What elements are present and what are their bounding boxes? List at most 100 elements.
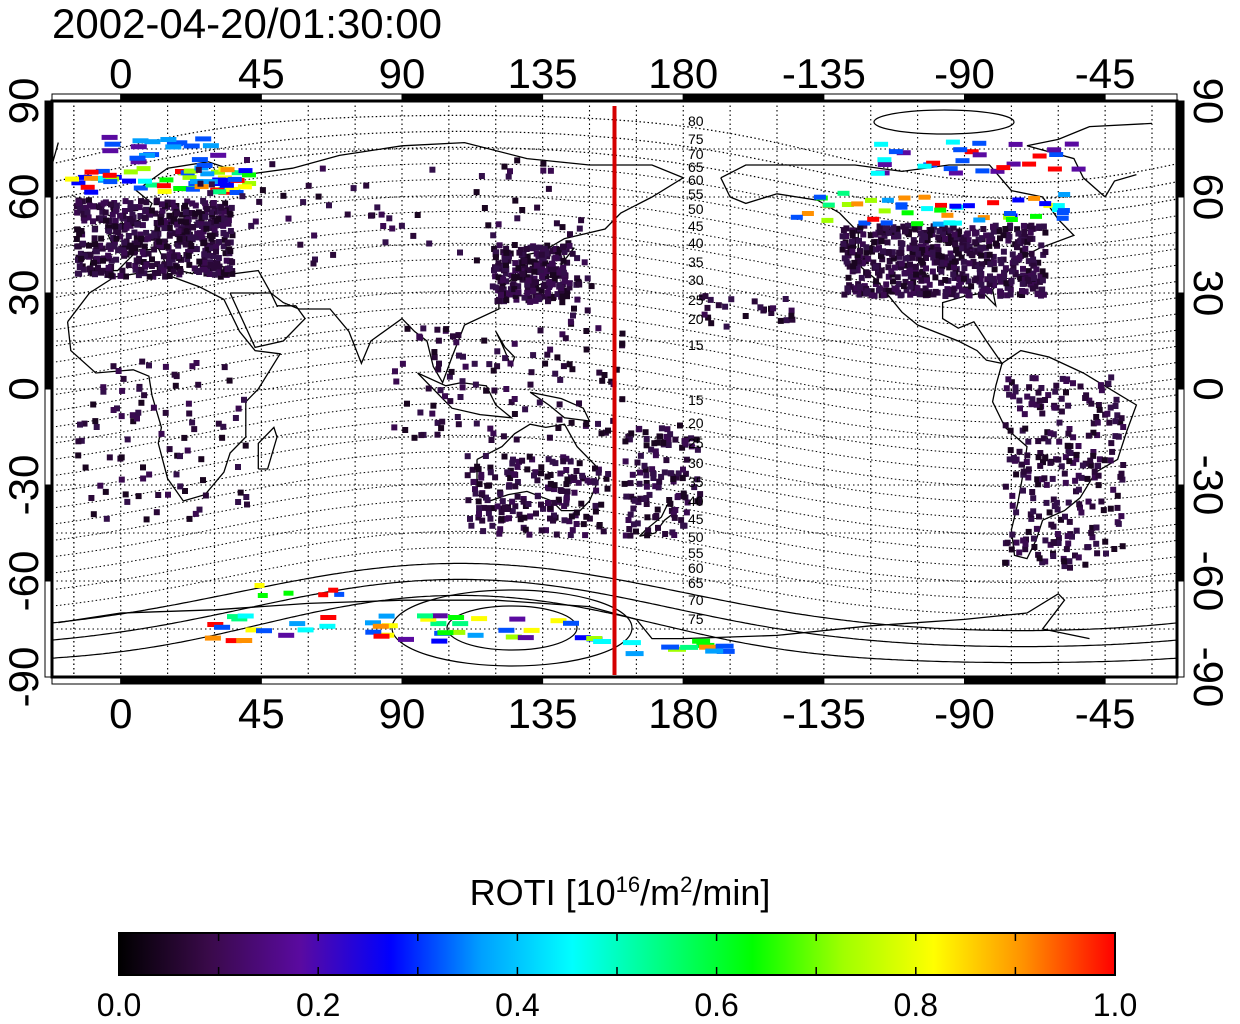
roti-point bbox=[469, 466, 476, 473]
right-axis-label: 90 bbox=[1185, 78, 1232, 125]
roti-point bbox=[430, 621, 447, 627]
roti-point bbox=[1036, 404, 1043, 411]
roti-point bbox=[442, 393, 448, 400]
roti-point bbox=[790, 214, 803, 220]
roti-point bbox=[1002, 226, 1009, 232]
roti-point bbox=[549, 272, 556, 278]
roti-point bbox=[979, 261, 986, 268]
roti-point bbox=[924, 290, 931, 297]
roti-point bbox=[540, 160, 547, 167]
roti-point bbox=[844, 285, 851, 292]
roti-point bbox=[473, 420, 480, 427]
roti-point bbox=[1028, 515, 1035, 522]
roti-point bbox=[894, 274, 901, 281]
roti-point bbox=[622, 640, 641, 646]
bottom-axis-bar-segment bbox=[964, 677, 1106, 685]
roti-point bbox=[512, 197, 519, 204]
roti-point bbox=[216, 208, 223, 215]
roti-point bbox=[923, 255, 929, 261]
roti-point bbox=[74, 243, 81, 250]
roti-point bbox=[74, 226, 81, 233]
roti-point bbox=[898, 260, 905, 267]
roti-point bbox=[217, 273, 224, 280]
roti-point bbox=[127, 216, 134, 223]
roti-point bbox=[494, 298, 501, 304]
roti-point bbox=[185, 186, 200, 192]
roti-point bbox=[178, 218, 184, 225]
roti-point bbox=[593, 487, 600, 494]
roti-point bbox=[1026, 384, 1033, 391]
roti-point bbox=[986, 238, 993, 245]
roti-point bbox=[161, 225, 168, 232]
roti-point bbox=[475, 514, 482, 521]
roti-point bbox=[173, 264, 180, 271]
magnetic-latitude-label: 70 bbox=[688, 146, 704, 162]
roti-point bbox=[877, 229, 884, 236]
magnetic-latitude-label: 55 bbox=[688, 545, 704, 561]
roti-point bbox=[136, 385, 143, 392]
roti-point bbox=[77, 421, 83, 428]
roti-point bbox=[534, 492, 541, 499]
roti-point bbox=[979, 288, 986, 295]
roti-point bbox=[177, 483, 184, 490]
roti-point bbox=[929, 249, 936, 256]
roti-point bbox=[500, 249, 507, 256]
roti-point bbox=[880, 220, 893, 226]
roti-point bbox=[578, 500, 585, 507]
roti-point bbox=[482, 453, 489, 459]
roti-point bbox=[196, 258, 203, 265]
roti-point bbox=[505, 173, 512, 180]
roti-point bbox=[521, 514, 528, 521]
colorbar-tick-label: 0.8 bbox=[894, 987, 938, 1023]
roti-point bbox=[501, 265, 508, 272]
bottom-axis-label: 45 bbox=[238, 690, 285, 737]
roti-point bbox=[560, 264, 567, 271]
roti-point bbox=[1001, 269, 1007, 276]
roti-point bbox=[539, 264, 546, 271]
roti-point bbox=[196, 269, 203, 275]
roti-point bbox=[166, 225, 173, 231]
roti-point bbox=[170, 218, 177, 225]
roti-point bbox=[990, 223, 996, 230]
roti-point bbox=[207, 261, 214, 268]
roti-point bbox=[916, 224, 923, 231]
roti-point bbox=[193, 246, 200, 253]
roti-point bbox=[488, 437, 495, 443]
roti-point bbox=[880, 292, 887, 299]
roti-point bbox=[1021, 228, 1028, 235]
roti-point bbox=[574, 255, 581, 262]
roti-point bbox=[1003, 280, 1010, 287]
roti-point bbox=[219, 434, 226, 441]
roti-point bbox=[595, 469, 602, 476]
roti-point bbox=[896, 249, 903, 256]
roti-point bbox=[672, 507, 679, 513]
roti-point bbox=[235, 499, 242, 505]
roti-point bbox=[526, 531, 533, 538]
roti-point bbox=[160, 137, 177, 142]
roti-point bbox=[588, 283, 595, 290]
roti-point bbox=[1067, 443, 1074, 450]
roti-point bbox=[535, 269, 542, 276]
roti-point bbox=[1017, 240, 1024, 247]
roti-point bbox=[857, 248, 863, 255]
roti-point bbox=[464, 453, 471, 460]
magnetic-latitude-label: 75 bbox=[688, 131, 704, 147]
roti-point bbox=[571, 474, 578, 481]
roti-point bbox=[680, 644, 699, 650]
roti-point bbox=[1025, 268, 1032, 275]
roti-point bbox=[648, 446, 655, 453]
roti-point bbox=[178, 211, 185, 218]
roti-point bbox=[1071, 166, 1086, 172]
roti-point bbox=[99, 208, 106, 215]
roti-point bbox=[875, 287, 882, 294]
roti-point bbox=[1035, 389, 1042, 396]
roti-point bbox=[878, 208, 891, 214]
roti-point bbox=[65, 176, 79, 182]
roti-point bbox=[1045, 392, 1052, 399]
roti-point bbox=[1030, 213, 1042, 219]
roti-point bbox=[694, 498, 701, 505]
roti-point bbox=[512, 483, 519, 490]
roti-point bbox=[118, 454, 125, 461]
roti-point bbox=[874, 238, 881, 245]
